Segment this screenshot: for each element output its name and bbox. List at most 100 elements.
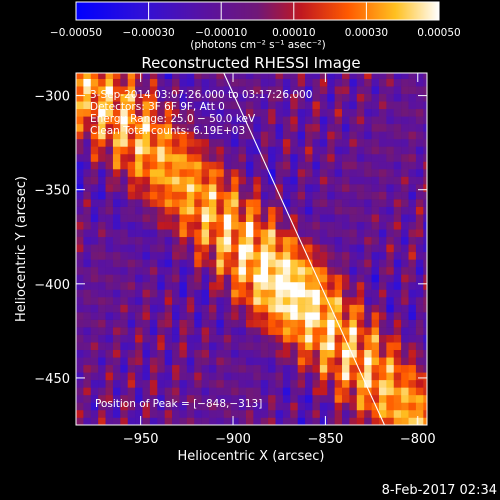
heatmap-cell (268, 417, 276, 425)
heatmap-cell (149, 108, 158, 117)
heatmap-cell (164, 176, 173, 185)
heatmap-cell (378, 153, 387, 162)
heatmap-cell (334, 206, 343, 215)
heatmap-cell (282, 161, 291, 170)
heatmap-cell (386, 236, 395, 245)
heatmap-cell (371, 184, 380, 192)
heatmap-cell (297, 312, 306, 320)
x-tick-label: −950 (123, 432, 159, 447)
heatmap-cell (268, 259, 276, 268)
heatmap-cell (238, 86, 247, 95)
heatmap-cell (201, 387, 210, 396)
heatmap-cell (216, 289, 225, 298)
heatmap-cell (120, 281, 129, 290)
heatmap-cell (349, 131, 358, 140)
heatmap-cell (112, 312, 121, 320)
heatmap-cell (282, 304, 291, 313)
heatmap-cell (282, 281, 291, 290)
heatmap-cell (223, 357, 232, 366)
heatmap-cell (371, 372, 380, 381)
heatmap-cell (216, 146, 225, 155)
heatmap-cell (268, 93, 276, 102)
heatmap-cell (327, 86, 335, 95)
heatmap-cell (312, 169, 321, 177)
heatmap-cell (253, 259, 262, 268)
heatmap-cell (253, 191, 262, 200)
heatmap-cell (76, 312, 84, 320)
heatmap-cell (423, 191, 427, 200)
heatmap-cell (179, 73, 188, 79)
heatmap-cell (164, 251, 173, 260)
heatmap-cell (253, 93, 262, 102)
heatmap-cell (415, 169, 424, 177)
heatmap-cell (297, 123, 306, 132)
heatmap-cell (76, 417, 84, 425)
heatmap-cell (209, 266, 217, 275)
heatmap-cell (327, 266, 335, 275)
heatmap-cell (135, 199, 143, 207)
heatmap-cell (312, 138, 321, 147)
heatmap-cell (268, 251, 276, 260)
heatmap-cell (364, 379, 372, 388)
heatmap-cell (157, 123, 165, 132)
heatmap-cell (371, 281, 380, 290)
heatmap-cell (76, 319, 84, 328)
heatmap-cell (120, 236, 129, 245)
heatmap-cell (238, 342, 247, 351)
heatmap-cell (194, 206, 202, 215)
heatmap-cell (238, 229, 247, 238)
heatmap-cell (401, 334, 409, 343)
heatmap-cell (186, 101, 195, 110)
heatmap-cell (268, 409, 276, 418)
heatmap-cell (356, 184, 365, 192)
heatmap-cell (209, 281, 217, 290)
heatmap-cell (371, 297, 380, 305)
heatmap-cell (245, 123, 254, 132)
heatmap-cell (112, 146, 121, 155)
heatmap-cell (127, 364, 136, 373)
heatmap-cell (253, 304, 262, 313)
heatmap-cell (408, 357, 417, 366)
heatmap-cell (194, 387, 202, 396)
heatmap-cell (334, 402, 343, 411)
heatmap-cell (342, 402, 350, 411)
heatmap-cell (260, 409, 269, 418)
heatmap-cell (179, 138, 188, 147)
heatmap-cell (245, 274, 254, 283)
heatmap-cell (253, 319, 262, 328)
heatmap-cell (194, 334, 202, 343)
heatmap-cell (327, 274, 335, 283)
heatmap-cell (120, 123, 129, 132)
heatmap-cell (290, 312, 298, 320)
heatmap-cell (327, 281, 335, 290)
heatmap-cell (386, 206, 395, 215)
heatmap-cell (415, 259, 424, 268)
heatmap-cell (386, 199, 395, 207)
heatmap-cell (268, 342, 276, 351)
heatmap-cell (334, 251, 343, 260)
heatmap-cell (164, 146, 173, 155)
heatmap-cell (223, 319, 232, 328)
heatmap-cell (179, 184, 188, 192)
heatmap-cell (179, 101, 188, 110)
heatmap-cell (356, 206, 365, 215)
heatmap-cell (157, 394, 165, 403)
heatmap-cell (282, 199, 291, 207)
heatmap-cell (260, 229, 269, 238)
heatmap-cell (415, 266, 424, 275)
heatmap-cell (378, 169, 387, 177)
heatmap-cell (297, 78, 306, 87)
heatmap-cell (364, 123, 372, 132)
heatmap-cell (393, 402, 402, 411)
heatmap-cell (342, 349, 350, 358)
heatmap-cell (186, 221, 195, 230)
heatmap-cell (393, 176, 402, 185)
heatmap-cell (105, 153, 114, 162)
heatmap-cell (319, 357, 328, 366)
heatmap-cell (356, 229, 365, 238)
heatmap-cell (327, 409, 335, 418)
heatmap-cell (342, 214, 350, 223)
heatmap-cell (127, 327, 136, 335)
heatmap-cell (98, 206, 106, 215)
heatmap-cell (245, 379, 254, 388)
